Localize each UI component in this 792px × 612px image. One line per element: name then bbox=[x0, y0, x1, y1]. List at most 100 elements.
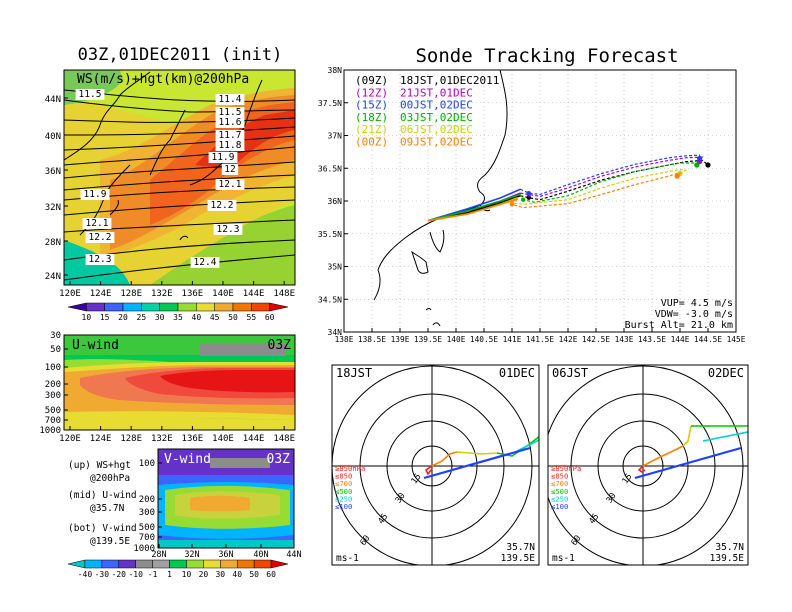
hodograph-loc-lon: 139.5E bbox=[710, 553, 745, 564]
wind-colorbar-label: 20 bbox=[199, 570, 209, 579]
contour-label: 11.5 bbox=[79, 89, 102, 100]
sonde-track-end bbox=[697, 155, 703, 162]
vwind-lat-tick-label: 28N bbox=[151, 550, 166, 560]
ws-lon-tick-label: 136E bbox=[182, 289, 204, 299]
sonde-legend-run: (09Z) bbox=[355, 74, 388, 87]
ws-map-panel: 11.5 11.411.511.611.711.811.91212.111.912… bbox=[64, 70, 295, 285]
vwind-p-tick-label: 700 bbox=[139, 533, 155, 543]
wind-colorbar-swatch bbox=[203, 559, 221, 569]
contour-label-box bbox=[213, 224, 243, 235]
vwind-lat-ticks: 28N 32N 36N 40N 44N bbox=[151, 544, 302, 560]
legend-line: @35.7N bbox=[90, 503, 125, 514]
ws-colorbar-swatch bbox=[122, 302, 142, 312]
wind-colorbar-label: 30 bbox=[215, 570, 225, 579]
wind-colorbar-swatch bbox=[186, 559, 204, 569]
ws-lat-tick-label: 40N bbox=[45, 132, 61, 142]
ws-colorbar-label: 25 bbox=[137, 313, 147, 322]
uwind-panel bbox=[64, 335, 295, 430]
uwind-lon-tick-label: 148E bbox=[273, 434, 295, 444]
hodograph-level-label: ≤100 bbox=[551, 502, 568, 511]
uwind-lon-tick-label: 124E bbox=[90, 434, 112, 444]
contour-label-box bbox=[221, 164, 239, 175]
hodograph-loc-lat: 35.7N bbox=[715, 542, 744, 553]
sonde-track-float bbox=[520, 159, 709, 201]
contour-label: 11.9 bbox=[84, 189, 107, 200]
sonde-legend-run: (18Z) bbox=[355, 111, 388, 124]
sonde-lon-tick-label: 143E bbox=[615, 335, 634, 344]
legend-line: @200hPa bbox=[90, 473, 130, 484]
hodograph-mean-vector bbox=[423, 446, 531, 480]
ws-map-lon-ticks: 120E 124E 128E 132E 136E 140E 144E 148E bbox=[59, 281, 295, 299]
wind-colorbar-label: 50 bbox=[249, 570, 259, 579]
ws-colorbar-swatch bbox=[196, 302, 215, 312]
sonde-lon-tick-label: 145E bbox=[727, 335, 746, 344]
ws-lat-tick-label: 44N bbox=[45, 95, 61, 105]
hodograph-level-label: ≤500 bbox=[335, 487, 352, 496]
ws-colorbar-label: 50 bbox=[228, 313, 238, 322]
sonde-track-ascent bbox=[427, 193, 521, 222]
hodograph-level-label: ≤250 bbox=[551, 494, 568, 503]
wind-colorbar-swatch bbox=[67, 559, 86, 569]
hodograph-level-label: ≤700 bbox=[335, 479, 352, 488]
sonde-lon-tick-label: 138.5E bbox=[358, 335, 386, 344]
sonde-lon-tick-label: 143.5E bbox=[638, 335, 666, 344]
hodograph-ring-label: 15 bbox=[410, 472, 424, 486]
hodograph-time: 18JST bbox=[336, 366, 372, 380]
vwind-lat-tick-label: 32N bbox=[184, 550, 199, 560]
ws-colorbar-swatch bbox=[141, 302, 160, 312]
hodograph-level-label: ≤850 bbox=[551, 472, 568, 481]
ws-colorbar-swatch bbox=[214, 302, 234, 312]
contour-label-box bbox=[82, 218, 112, 229]
ws-map-contour-labels: 11.5 11.411.511.611.711.811.91212.111.912… bbox=[75, 89, 245, 268]
hodograph-date: 02DEC bbox=[708, 366, 744, 380]
contour-label-box bbox=[215, 140, 245, 151]
hodograph-level-label: ≤500 bbox=[551, 487, 568, 496]
wind-colorbar-label: 1 bbox=[167, 570, 172, 579]
contour-label-box bbox=[207, 200, 237, 211]
sonde-lat-tick-label: 37N bbox=[328, 132, 343, 141]
uwind-lon-tick-label: 140E bbox=[212, 434, 234, 444]
hodograph-units: ms-1 bbox=[336, 553, 359, 564]
uwind-label: U-wind bbox=[72, 338, 119, 353]
ws-colorbar-swatch bbox=[251, 302, 270, 312]
ws-lat-tick-label: 24N bbox=[45, 272, 61, 282]
sonde-legend-time: 00JST,02DEC bbox=[400, 99, 473, 112]
ws-map-title: 03Z,01DEC2011 (init) bbox=[78, 45, 283, 65]
hodograph-trace bbox=[496, 435, 539, 457]
uwind-lon-tick-label: 120E bbox=[59, 434, 81, 444]
ws-lon-tick-label: 128E bbox=[120, 289, 142, 299]
contour-label-box bbox=[85, 254, 115, 265]
ws-colorbar: 10 15 20 25 30 35 40 45 50 55 60 bbox=[67, 302, 289, 322]
ws-colorbar-label: 35 bbox=[173, 313, 183, 322]
uwind-p-tick-label: 50 bbox=[50, 345, 61, 355]
left-panel-legend: (up) WS+hgt @200hPa (mid) U-wind @35.7N (bot… bbox=[68, 460, 137, 547]
sonde-lat-tick-label: 36N bbox=[328, 197, 343, 206]
hodograph-level-label: ≥850hPa bbox=[335, 464, 365, 473]
hodograph-ring-label: 60 bbox=[570, 534, 584, 548]
wind-colorbar-label: 10 bbox=[182, 570, 192, 579]
wind-colorbar-label: 60 bbox=[266, 570, 276, 579]
sonde-lon-tick-label: 142.5E bbox=[582, 335, 610, 344]
wind-colorbar-label: 40 bbox=[232, 570, 242, 579]
sonde-legend: (09Z) 18JST,01DEC2011 (12Z) 21JST,01DEC (15Z… bbox=[355, 74, 499, 149]
sonde-lat-tick-label: 35.5N bbox=[318, 230, 342, 239]
wind-colorbar-swatch bbox=[101, 559, 120, 569]
hodograph-trace bbox=[456, 451, 498, 455]
ws-colorbar-label: 30 bbox=[155, 313, 165, 322]
sonde-lon-tick-label: 139.5E bbox=[414, 335, 442, 344]
sonde-burst-point bbox=[521, 197, 526, 202]
ws-lat-tick-label: 36N bbox=[45, 167, 61, 177]
contour-label-box bbox=[80, 189, 110, 200]
contour-label: 12 bbox=[224, 164, 235, 175]
ws-colorbar-swatch bbox=[67, 302, 87, 312]
contour-label-box bbox=[85, 232, 115, 243]
sonde-lat-tick-label: 36.5N bbox=[318, 164, 342, 173]
hodograph-units: ms-1 bbox=[552, 553, 575, 564]
uwind-lon-tick-label: 136E bbox=[182, 434, 204, 444]
contour-label: 12.1 bbox=[86, 218, 109, 229]
sonde-legend-time: 21JST,01DEC bbox=[400, 86, 473, 99]
sonde-lon-tick-label: 144.5E bbox=[694, 335, 722, 344]
wind-colorbar-swatch bbox=[236, 559, 255, 569]
